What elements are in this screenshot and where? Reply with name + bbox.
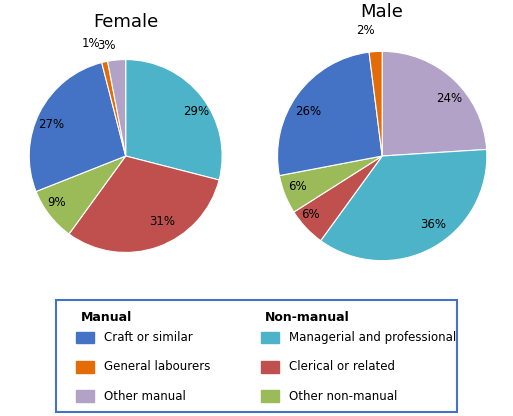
Text: Managerial and professional: Managerial and professional <box>288 331 456 344</box>
Text: 6%: 6% <box>288 180 306 193</box>
Wedge shape <box>321 149 487 261</box>
Title: Female: Female <box>93 13 159 31</box>
Text: 29%: 29% <box>183 105 209 118</box>
Wedge shape <box>36 156 126 234</box>
Text: Craft or similar: Craft or similar <box>105 331 193 344</box>
Text: 27%: 27% <box>37 118 64 131</box>
Wedge shape <box>294 156 382 241</box>
Text: Other manual: Other manual <box>105 390 186 403</box>
Text: Clerical or related: Clerical or related <box>288 360 394 374</box>
Wedge shape <box>278 52 382 176</box>
Text: Manual: Manual <box>81 311 132 324</box>
Bar <box>261 332 279 343</box>
Text: 26%: 26% <box>295 105 321 118</box>
Text: 3%: 3% <box>97 39 115 52</box>
Bar <box>261 361 279 373</box>
Wedge shape <box>382 51 487 156</box>
Wedge shape <box>126 59 222 180</box>
Text: 2%: 2% <box>356 24 374 37</box>
Bar <box>76 332 94 343</box>
Bar <box>261 391 279 402</box>
Bar <box>76 361 94 373</box>
Text: General labourers: General labourers <box>105 360 211 374</box>
Text: Non-manual: Non-manual <box>265 311 349 324</box>
Text: 31%: 31% <box>149 215 175 228</box>
Wedge shape <box>69 156 219 253</box>
Text: 9%: 9% <box>48 196 66 208</box>
Text: 24%: 24% <box>436 92 462 105</box>
Text: Other non-manual: Other non-manual <box>288 390 397 403</box>
Text: 36%: 36% <box>420 218 446 231</box>
Bar <box>76 391 94 402</box>
Title: Male: Male <box>361 3 404 21</box>
Wedge shape <box>280 156 382 212</box>
Text: 1%: 1% <box>82 37 101 50</box>
Wedge shape <box>102 61 126 156</box>
Wedge shape <box>29 62 126 191</box>
Wedge shape <box>108 59 126 156</box>
Wedge shape <box>369 51 382 156</box>
Text: 6%: 6% <box>301 208 320 221</box>
